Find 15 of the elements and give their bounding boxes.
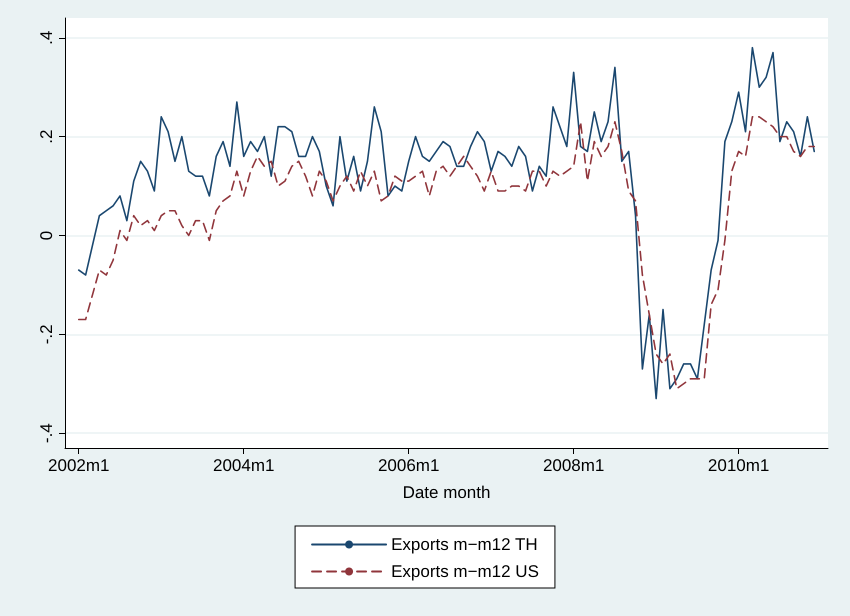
y-tick-label: -.4 [37,423,56,444]
line-series [78,116,816,390]
y-tick-label: -.2 [37,324,56,344]
legend-label: Exports m−m12 US [391,562,539,581]
x-tick-label: 2004m1 [213,456,274,475]
y-tick-label: .4 [37,30,56,45]
x-tick-label: 2006m1 [378,456,440,475]
x-axis-title: Date month [402,483,490,502]
x-tick-label: 2008m1 [542,456,604,475]
line-series [78,46,816,400]
y-tick-label: .2 [37,130,56,144]
x-tick-label: 2002m1 [48,456,110,475]
x-tick-label: 2010m1 [708,456,770,475]
legend-label: Exports m−m12 TH [391,535,538,554]
y-tick-label: 0 [37,230,56,240]
